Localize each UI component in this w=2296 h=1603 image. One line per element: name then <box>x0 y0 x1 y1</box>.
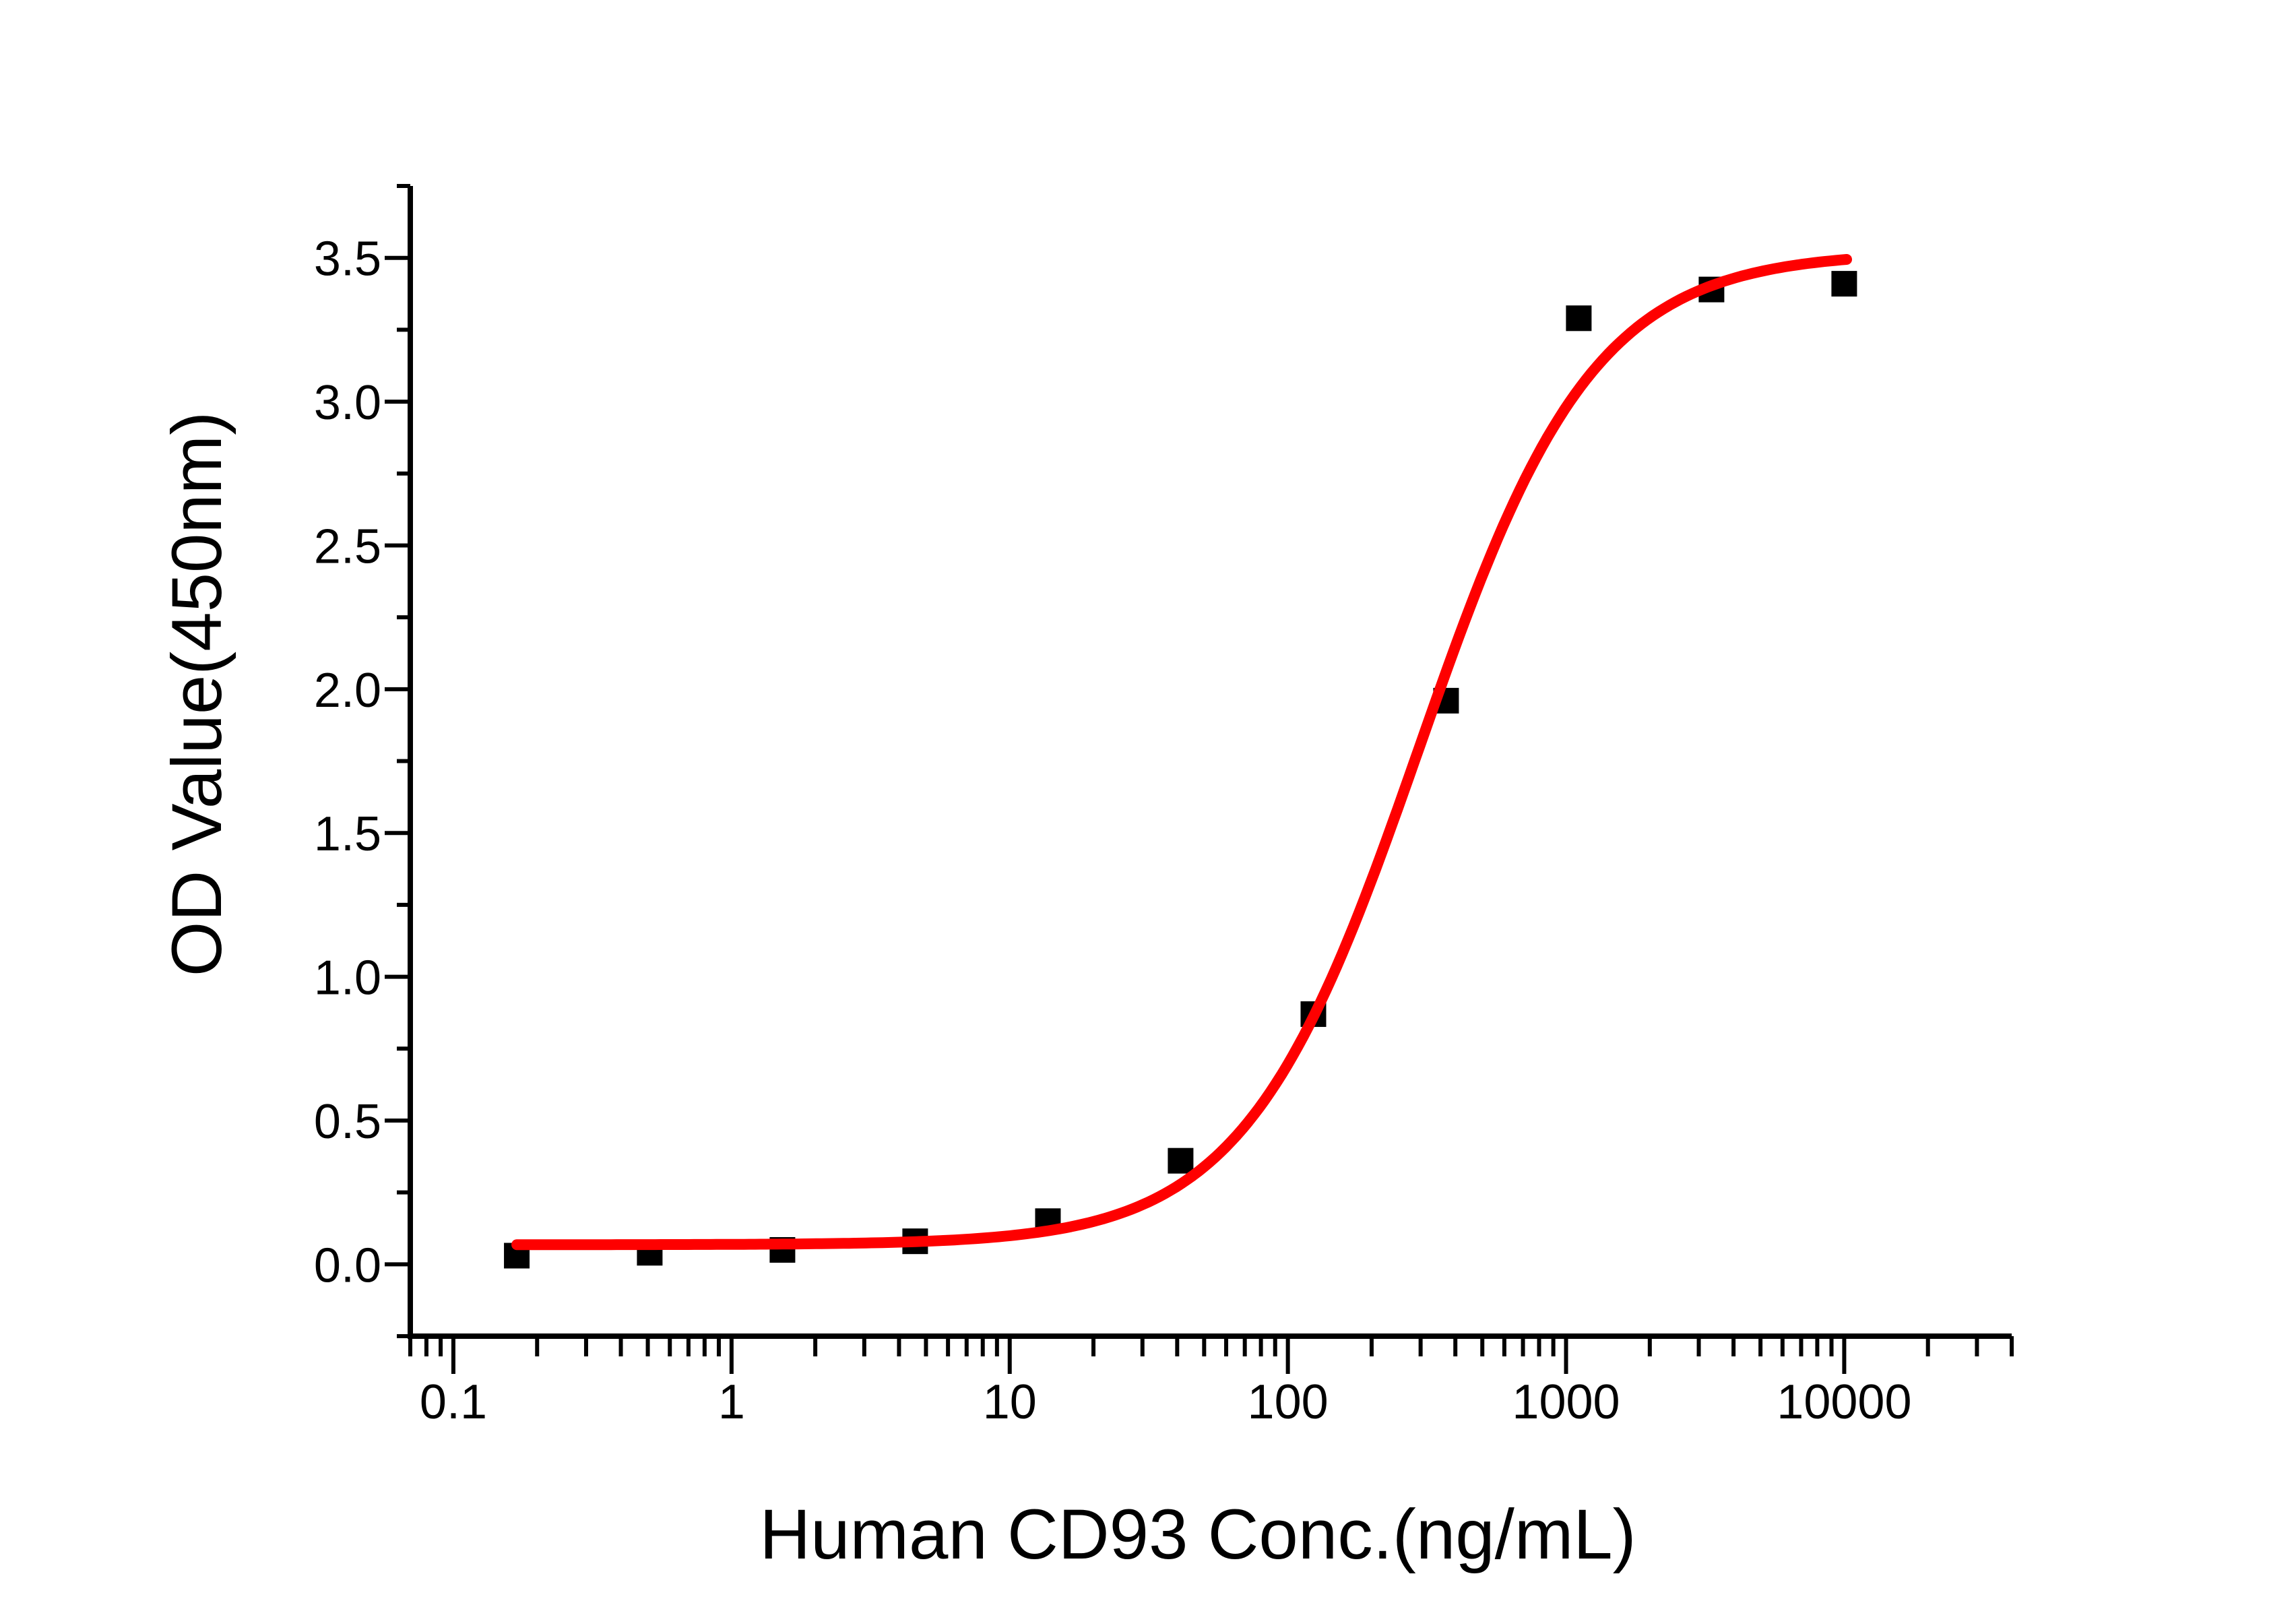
y-tick-label: 3.0 <box>314 376 381 430</box>
x-axis-title: Human CD93 Conc.(ng/mL) <box>759 1495 1636 1574</box>
x-tick-label: 10000 <box>1777 1375 1911 1429</box>
fit-curve-layer <box>511 254 1852 1251</box>
axis-ticks <box>385 184 2014 1374</box>
x-tick-label: 100 <box>1248 1375 1329 1429</box>
data-point-marker <box>1831 271 1857 297</box>
x-tick-label: 1 <box>718 1375 745 1429</box>
x-tick-label: 1000 <box>1512 1375 1620 1429</box>
y-tick-label: 0.0 <box>314 1238 381 1292</box>
y-tick-label: 2.0 <box>314 664 381 718</box>
data-points <box>504 271 1857 1269</box>
y-tick-label: 2.5 <box>314 520 381 573</box>
data-point-marker <box>1566 305 1592 332</box>
fit-curve <box>511 254 1852 1251</box>
y-tick-label: 3.5 <box>314 232 381 286</box>
data-point-marker <box>1168 1148 1194 1174</box>
x-tick-label: 10 <box>983 1375 1037 1429</box>
y-tick-label: 1.0 <box>314 951 381 1005</box>
y-tick-label: 0.5 <box>314 1095 381 1149</box>
axis-tick-labels: 0.1 1 10 100 1000 10000 0.0 0.5 1.0 1.5 2.0 2.5 3.0 3… <box>314 232 1912 1429</box>
x-tick-label: 0.1 <box>420 1375 487 1429</box>
y-axis-title: OD Value(450nm) <box>158 412 236 976</box>
y-tick-label: 1.5 <box>314 807 381 861</box>
